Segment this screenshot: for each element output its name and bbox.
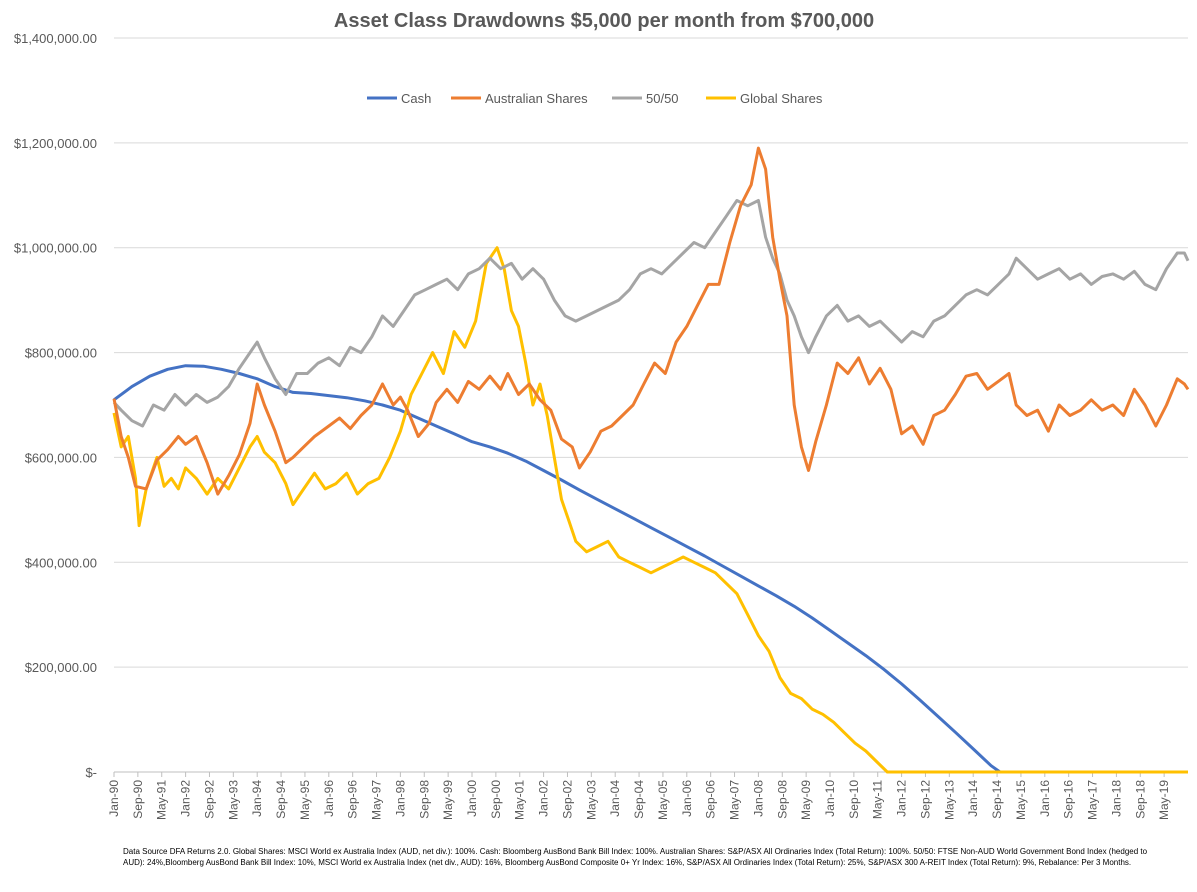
legend-label: 50/50	[646, 91, 679, 106]
y-tick-label: $1,400,000.00	[14, 31, 97, 46]
x-tick-label: Jan-10	[823, 780, 837, 817]
x-tick-label: Sep-06	[704, 780, 718, 819]
x-tick-label: Sep-90	[131, 780, 145, 819]
x-tick-label: Sep-08	[775, 780, 789, 819]
x-tick-label: Sep-10	[847, 780, 861, 819]
x-tick-label: May-19	[1157, 780, 1171, 820]
y-tick-label: $1,000,000.00	[14, 241, 97, 256]
chart-title: Asset Class Drawdowns $5,000 per month f…	[334, 10, 874, 32]
x-tick-label: May-17	[1086, 780, 1100, 820]
x-tick-label: Jan-92	[179, 780, 193, 817]
x-tick-label: Sep-18	[1133, 780, 1147, 819]
x-tick-label: Jan-00	[465, 780, 479, 817]
x-tick-label: May-93	[226, 780, 240, 820]
x-tick-label: May-15	[1014, 780, 1028, 820]
x-tick-label: Jan-06	[680, 780, 694, 817]
x-tick-label: Sep-12	[918, 780, 932, 819]
y-tick-label: $1,200,000.00	[14, 136, 97, 151]
x-tick-label: Jan-12	[895, 780, 909, 817]
data-source-footnote: Data Source DFA Returns 2.0. Global Shar…	[123, 847, 1148, 867]
legend-label: Cash	[401, 91, 431, 106]
gridlines	[113, 37, 1188, 777]
x-tick-label: May-11	[871, 780, 885, 819]
legend: Cash Australian Shares 50/50 Global Shares	[367, 91, 823, 106]
x-tick-label: Jan-16	[1038, 780, 1052, 817]
x-tick-label: Sep-96	[346, 780, 360, 819]
y-tick-label: $800,000.00	[25, 346, 97, 361]
series-line-cash	[113, 364, 1188, 774]
x-tick-label: Sep-92	[202, 780, 216, 819]
x-tick-label: May-13	[942, 780, 956, 820]
x-tick-label: May-09	[799, 780, 813, 820]
x-tick-label: Sep-00	[489, 780, 503, 819]
series-line-australian-shares	[112, 146, 1190, 496]
x-tick-label: May-95	[298, 780, 312, 820]
x-tick-label: Sep-16	[1062, 780, 1076, 819]
drawdown-chart: Asset Class Drawdowns $5,000 per month f…	[14, 10, 1190, 820]
x-tick-label: May-05	[656, 780, 670, 820]
x-tick-label: Sep-94	[274, 780, 288, 819]
x-tick-label: May-07	[728, 780, 742, 820]
x-tick-label: May-97	[370, 780, 384, 820]
series-lines	[112, 146, 1190, 774]
y-tick-label: $600,000.00	[25, 450, 97, 465]
x-tick-label: Jan-18	[1109, 780, 1123, 817]
y-tick-label: $200,000.00	[25, 660, 97, 675]
y-tick-label: $400,000.00	[25, 555, 97, 570]
x-tick-label: Sep-98	[417, 780, 431, 819]
x-tick-label: Jan-02	[537, 780, 551, 817]
x-tick-label: Sep-02	[560, 780, 574, 819]
legend-label: Global Shares	[740, 91, 823, 106]
x-tick-label: Sep-04	[632, 780, 646, 819]
x-tick-label: Jan-08	[751, 780, 765, 817]
x-tick-label: Jan-96	[322, 780, 336, 817]
x-tick-label: Sep-14	[990, 780, 1004, 819]
x-tick-label: May-01	[513, 780, 527, 820]
x-tick-label: Jan-04	[608, 780, 622, 817]
y-axis-labels: $1,400,000.00 $1,200,000.00 $1,000,000.00 $…	[14, 31, 97, 780]
x-tick-label: Jan-98	[393, 780, 407, 817]
series-line-global-shares	[112, 246, 1188, 774]
y-tick-label: $-	[85, 765, 97, 780]
x-tick-label: Jan-90	[107, 780, 121, 817]
x-tick-label: May-03	[584, 780, 598, 820]
x-tick-label: Jan-14	[966, 780, 980, 817]
legend-label: Australian Shares	[485, 91, 588, 106]
x-tick-label: May-99	[441, 780, 455, 820]
x-tick-label: May-91	[155, 780, 169, 820]
x-axis-labels: Jan-90 Sep-90 May-91 Jan-92 Sep-92 May-93 Jan-…	[107, 780, 1171, 820]
x-tick-label: Jan-94	[250, 780, 264, 817]
series-line-50-50	[112, 199, 1190, 428]
